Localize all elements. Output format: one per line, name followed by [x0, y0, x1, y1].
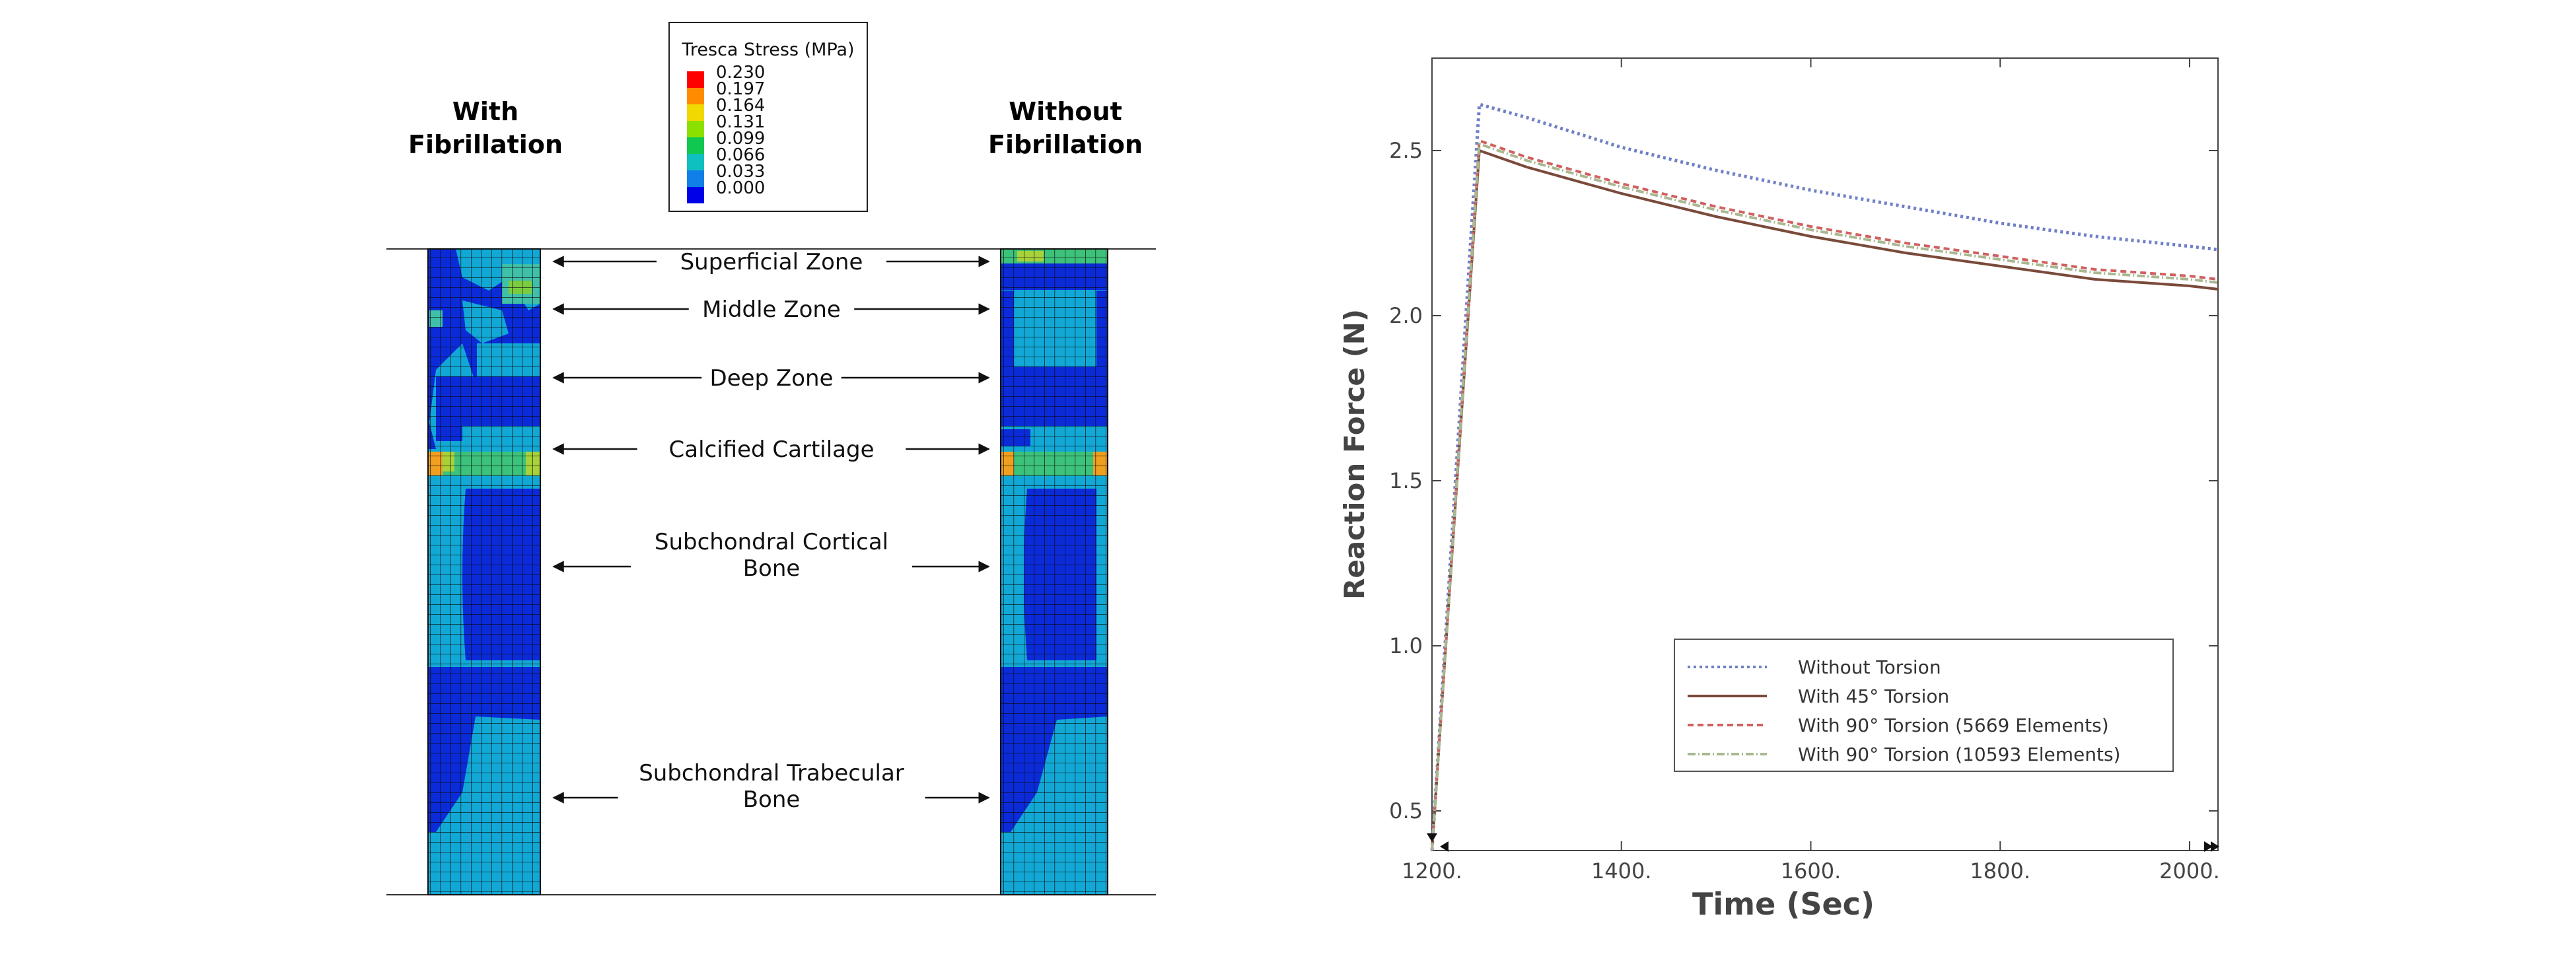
series-line	[1431, 149, 2219, 851]
heading-without-fibrillation: Without Fibrillation	[988, 97, 1143, 159]
colorbar-swatch	[687, 154, 704, 170]
colorbar-level: 0.066	[716, 145, 765, 165]
colorbar-swatch	[687, 121, 704, 137]
heading-with-fibrillation: With Fibrillation	[408, 97, 563, 159]
colorbar-swatch	[687, 187, 704, 203]
colorbar-swatch	[687, 71, 704, 88]
heading-line: With	[452, 97, 519, 126]
colorbar-level: 0.164	[716, 96, 765, 116]
colorbar-level: 0.099	[716, 129, 765, 149]
zone-labels: Superficial Zone Middle Zone Deep Zone Calc…	[552, 249, 990, 813]
mesh-with-fibrillation	[427, 248, 541, 895]
colorbar-swatch	[687, 170, 704, 187]
legend-label: Without Torsion	[1798, 656, 1941, 678]
x-tick-label: 2000.	[2159, 858, 2220, 884]
colorbar-swatches	[687, 71, 704, 203]
chart-legend: Without Torsion With 45° Torsion With 90° …	[1674, 639, 2174, 772]
y-tick-label: 2.5	[1389, 138, 1423, 163]
colorbar-swatch	[687, 88, 704, 104]
y-tick-label: 0.5	[1389, 798, 1423, 823]
x-tick-label: 1200.	[1402, 858, 1462, 884]
zone-label: Middle Zone	[702, 296, 841, 323]
axis-origin-arrows	[1427, 833, 2219, 852]
series-lines	[1430, 102, 2219, 851]
colorbar-swatch	[687, 137, 704, 154]
stress-colorbar: Tresca Stress (MPa) 0.2300.1970.1640.131…	[668, 22, 868, 212]
y-tick-label: 1.0	[1389, 633, 1423, 658]
reaction-force-chart: 0.5 1.0 1.5 2.0 2.5 1200. 1400. 1600. 1800. 2000…	[1338, 57, 2220, 922]
zone-label: Calcified Cartilage	[669, 436, 875, 463]
heading-line: Without	[1009, 97, 1122, 126]
series-line	[1430, 102, 2219, 851]
colorbar-level: 0.000	[716, 178, 765, 198]
y-tick-label: 1.5	[1389, 468, 1423, 493]
x-tick-label: 1600.	[1781, 858, 1842, 884]
series-line	[1431, 142, 2219, 851]
colorbar-title: Tresca Stress (MPa)	[681, 40, 854, 60]
y-axis-label: Reaction Force (N)	[1338, 309, 1371, 600]
zone-label: Subchondral Cortical	[655, 529, 888, 555]
colorbar-level: 0.131	[716, 112, 765, 132]
heading-line: Fibrillation	[988, 130, 1143, 159]
zone-label: Bone	[743, 555, 801, 582]
x-tick-label: 1800.	[1970, 858, 2030, 884]
zone-label: Deep Zone	[710, 365, 834, 392]
x-axis-label: Time (Sec)	[1692, 886, 1875, 922]
legend-items: Without Torsion With 45° Torsion With 90° …	[1688, 656, 2120, 765]
heading-line: Fibrillation	[408, 130, 563, 159]
y-tick-label: 2.0	[1389, 303, 1423, 328]
x-tick-label: 1400.	[1591, 858, 1652, 884]
legend-label: With 90° Torsion (5669 Elements)	[1798, 714, 2109, 736]
zone-label: Subchondral Trabecular	[639, 760, 904, 786]
series-line	[1431, 139, 2219, 851]
colorbar-swatch	[687, 104, 704, 121]
y-axis-ticks: 0.5 1.0 1.5 2.0 2.5	[1389, 138, 2218, 823]
colorbar-level: 0.197	[716, 79, 765, 99]
legend-label: With 45° Torsion	[1798, 685, 1949, 707]
zone-label: Superficial Zone	[680, 249, 863, 275]
legend-label: With 90° Torsion (10593 Elements)	[1798, 744, 2120, 765]
mesh-without-fibrillation	[1000, 248, 1108, 895]
colorbar-level: 0.033	[716, 162, 765, 182]
colorbar-level: 0.230	[716, 63, 765, 83]
fem-panel: Tresca Stress (MPa) 0.2300.1970.1640.131…	[386, 22, 1156, 895]
zone-label: Bone	[743, 786, 801, 813]
